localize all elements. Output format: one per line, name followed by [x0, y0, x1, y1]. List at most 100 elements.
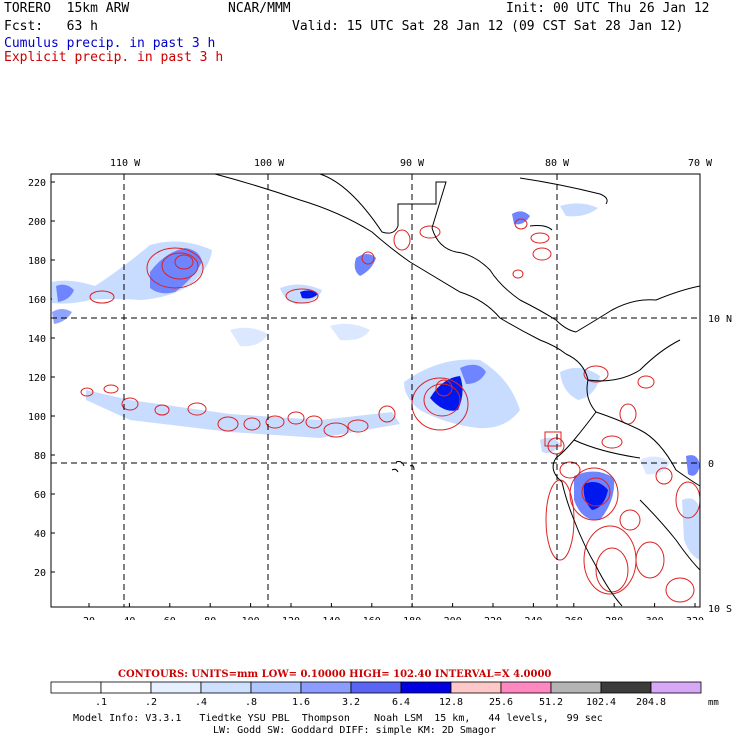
contour-carib-2 [530, 232, 550, 244]
y-tick-label: 20 [34, 568, 46, 579]
contour-peru-1 [583, 525, 637, 595]
galapagos-islands [391, 461, 415, 473]
x-tick-label: 260 [565, 616, 583, 620]
x-tick-label: 280 [605, 616, 623, 620]
legend-level-label: 12.8 [439, 697, 463, 708]
x-tick-label: 200 [444, 616, 462, 620]
longitude-labels: 110 W 100 W 90 W 80 W 70 W [110, 158, 713, 169]
cumulus-light-140b [330, 323, 370, 341]
legend-level-label: .2 [145, 697, 157, 708]
coast-ecuador-peru [552, 457, 623, 607]
x-tick-label: 320 [686, 616, 704, 620]
contour-peru-10 [619, 509, 641, 531]
island-cuba [519, 177, 608, 205]
border-south-america-2 [595, 411, 701, 487]
contour-colombia-4 [601, 435, 623, 449]
contour-peru-3 [545, 479, 575, 561]
lon-label-100w: 100 W [254, 158, 285, 169]
legend-color-box [50, 681, 102, 694]
lon-label-70w: 70 W [688, 158, 713, 169]
model-info-line2: LW: Godd SW: Goddard DIFF: simple KM: 2D… [213, 725, 496, 736]
cumulus-light-140 [230, 327, 268, 347]
contour-itcz-12 [347, 419, 369, 433]
legend-level-label: 6.4 [392, 697, 410, 708]
x-tick-label: 160 [363, 616, 381, 620]
contour-carib-4 [512, 269, 524, 279]
legend-color-box [600, 681, 652, 694]
contour-itcz-1 [80, 387, 94, 397]
cumulus-ecuador-core [583, 482, 608, 510]
model-title: TORERO 15km ARW [4, 1, 130, 16]
contour-colombia-2 [637, 375, 655, 389]
y-tick-label: 220 [28, 178, 46, 189]
legend-color-box [450, 681, 502, 694]
contour-120 [285, 288, 319, 304]
cumulus-east-edge [686, 455, 700, 476]
cumulus-precip [52, 203, 700, 560]
x-tick-label: 240 [524, 616, 542, 620]
legend-level-label: .8 [245, 697, 257, 708]
contour-160 [361, 251, 375, 265]
cumulus-carib-1 [512, 211, 530, 225]
contour-itcz-11 [323, 422, 349, 438]
valid-time: Valid: 15 UTC Sat 28 Jan 12 (09 CST Sat … [292, 19, 684, 34]
contour-peru-5 [665, 577, 695, 603]
coast-mexico-pacific [214, 173, 411, 263]
contour-itcz-4 [154, 404, 170, 416]
x-tick-label: 300 [646, 616, 664, 620]
legend-level-label: 51.2 [539, 697, 563, 708]
x-tick-label: 120 [282, 616, 300, 620]
contour-colombia-1 [583, 365, 609, 383]
contour-peru-4 [635, 541, 665, 579]
explicit-precip [80, 218, 701, 603]
contour-itcz-5 [187, 402, 207, 416]
legend-color-box [650, 681, 702, 694]
y-tick-label: 40 [34, 529, 46, 540]
contour-itcz-2 [103, 384, 119, 394]
cumulus-band-west [56, 284, 74, 302]
cumulus-coast-light [640, 456, 670, 475]
lon-label-80w: 80 W [545, 158, 570, 169]
legend: CONTOURS: UNITS=mm LOW= 0.10000 HIGH= 10… [50, 669, 719, 708]
contour-nw-1 [146, 247, 204, 289]
contour-ecuador-2 [581, 477, 611, 507]
model-info-line1: Model Info: V3.3.1 Tiedtke YSU PBL Thomp… [73, 713, 603, 724]
legend-color-box [400, 681, 452, 694]
x-tick-label: 140 [322, 616, 340, 620]
contour-itcz-13 [378, 405, 396, 423]
border-south-america-4 [639, 499, 701, 571]
coastlines [214, 173, 701, 607]
cumulus-patch-160 [354, 254, 376, 276]
cumulus-cluster-200-mid [460, 364, 486, 384]
contour-gulf-2 [419, 225, 441, 239]
contour-itcz-6 [217, 416, 239, 432]
x-tick-label: 220 [484, 616, 502, 620]
init-time: Init: 00 UTC Thu 26 Jan 12 [506, 1, 710, 16]
x-tick-label: 100 [242, 616, 260, 620]
coast-venezuela [575, 285, 701, 333]
legend-color-box [550, 681, 602, 694]
lat-lon-grid [51, 174, 700, 607]
coast-central-america-pacific [409, 261, 567, 355]
contour-itcz-7 [243, 417, 261, 431]
y-tick-label: 200 [28, 217, 46, 228]
y-tick-label: 160 [28, 295, 46, 306]
center-label: NCAR/MMM [228, 1, 291, 16]
lon-label-90w: 90 W [400, 158, 425, 169]
legend-level-label: 3.2 [342, 697, 360, 708]
contour-ecuador-1 [569, 467, 619, 521]
contour-peru-2 [595, 547, 629, 593]
x-tick-label: 80 [204, 616, 216, 620]
legend-color-box [250, 681, 302, 694]
cumulus-colombia [560, 367, 600, 400]
contour-nw-4 [89, 290, 115, 304]
y-tick-label: 60 [34, 490, 46, 501]
y-tick-label: 100 [28, 412, 46, 423]
lat-label-10s: 10 S [708, 604, 732, 615]
legend-level-label: 204.8 [636, 697, 666, 708]
contours-info: CONTOURS: UNITS=mm LOW= 0.10000 HIGH= 10… [118, 669, 551, 680]
legend-level-label: 1.6 [292, 697, 310, 708]
x-tick-label: 180 [403, 616, 421, 620]
contour-nw-2 [161, 252, 199, 280]
lat-label-10n: 10 N [708, 314, 732, 325]
